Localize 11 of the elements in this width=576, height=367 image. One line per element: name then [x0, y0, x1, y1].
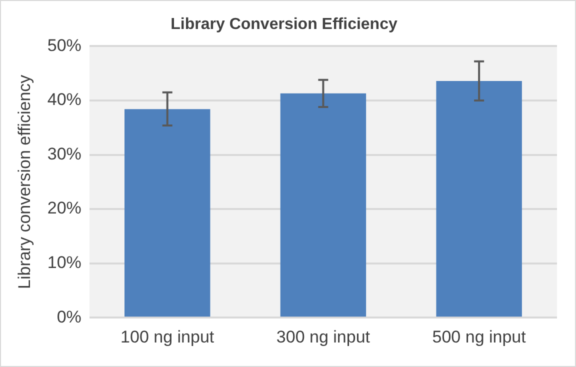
y-tick-label: 30% [47, 144, 82, 164]
chart-title: Library Conversion Efficiency [170, 16, 398, 34]
y-tick-label: 0% [56, 307, 82, 326]
y-tick-label: 20% [47, 198, 82, 218]
y-tick-label: 10% [47, 253, 82, 272]
x-tick-label: 500 ng input [432, 327, 526, 346]
y-axis-title: Library conversion efficiency [14, 74, 34, 289]
y-tick-label: 50% [47, 36, 82, 55]
x-tick-label: 100 ng input [120, 327, 214, 346]
x-tick-label: 300 ng input [276, 327, 370, 346]
y-tick-label: 40% [47, 90, 82, 110]
